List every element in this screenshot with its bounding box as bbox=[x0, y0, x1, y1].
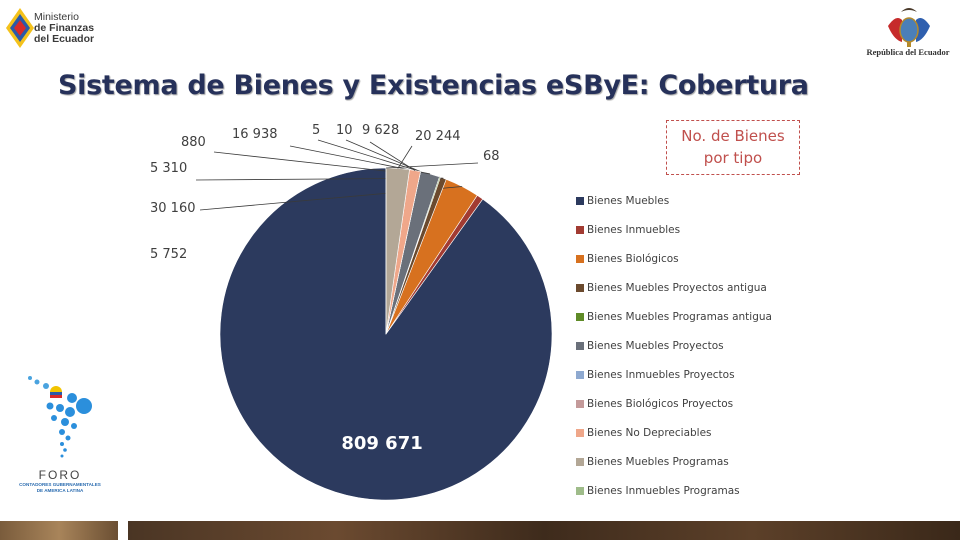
ministerio-finanzas-logo bbox=[4, 4, 114, 56]
legend-item-6: Bienes Muebles Proyectos bbox=[576, 331, 772, 360]
footer-strip-right bbox=[128, 521, 960, 540]
legend-swatch bbox=[576, 399, 584, 408]
data-label-3: 30 160 bbox=[150, 201, 196, 216]
legend-swatch bbox=[576, 254, 584, 263]
legend-swatch bbox=[576, 370, 584, 379]
chart-legend: Bienes Muebles Bienes Inmuebles Bienes Bio… bbox=[576, 186, 772, 505]
data-label-1: 809 671 bbox=[341, 433, 422, 454]
foro-logo bbox=[10, 370, 120, 505]
leader-line-10 bbox=[397, 145, 413, 169]
ministry-emblem-icon bbox=[6, 8, 34, 48]
coat-of-arms-icon bbox=[888, 8, 930, 47]
coat-of-arms-logo bbox=[866, 4, 952, 62]
slide-title: Sistema de Bienes y Existencias eSByE: C… bbox=[58, 70, 809, 101]
legend-swatch bbox=[576, 428, 584, 437]
legend-label: Bienes Muebles Programas antigua bbox=[587, 310, 772, 323]
leader-line-9 bbox=[369, 141, 416, 171]
leader-line-7 bbox=[317, 139, 421, 173]
foro-subtitle-2: DE AMERICA LATINA bbox=[36, 487, 84, 493]
legend-label: Bienes Biológicos Proyectos bbox=[587, 397, 734, 410]
legend-label: Bienes Inmuebles Programas bbox=[587, 484, 740, 497]
data-label-8: 10 bbox=[336, 123, 353, 138]
data-label-9: 9 628 bbox=[362, 123, 399, 138]
legend-label: Bienes Muebles Proyectos antigua bbox=[587, 281, 767, 294]
legend-item-5: Bienes Muebles Programas antigua bbox=[576, 302, 772, 331]
legend-label: Bienes No Depreciables bbox=[587, 426, 712, 439]
footer-strip-left bbox=[0, 521, 118, 540]
legend-label: Bienes Muebles Programas bbox=[587, 455, 729, 468]
legend-item-1: Bienes Muebles bbox=[576, 186, 772, 215]
legend-swatch bbox=[576, 457, 584, 466]
republic-label: República del Ecuador bbox=[866, 47, 950, 57]
legend-label: Bienes Muebles Proyectos bbox=[587, 339, 724, 352]
data-label-6: 16 938 bbox=[232, 127, 278, 142]
data-label-10: 20 244 bbox=[415, 129, 461, 144]
legend-swatch bbox=[576, 341, 584, 350]
legend-item-2: Bienes Inmuebles bbox=[576, 215, 772, 244]
latin-america-dots-icon bbox=[28, 376, 92, 458]
legend-swatch bbox=[576, 225, 584, 234]
foro-text: FORO CONTADORES GUBERNAMENTALES DE AMERI… bbox=[10, 468, 110, 493]
ministry-name: Ministerio de Finanzas del Ecuador bbox=[34, 11, 95, 45]
legend-label: Bienes Inmuebles bbox=[587, 223, 681, 236]
legend-item-7: Bienes Inmuebles Proyectos bbox=[576, 360, 772, 389]
legend-label: Bienes Biológicos bbox=[587, 252, 679, 265]
legend-item-10: Bienes Muebles Programas bbox=[576, 447, 772, 476]
legend-swatch bbox=[576, 486, 584, 495]
leader-line-11 bbox=[386, 162, 479, 169]
foro-subtitle-1: CONTADORES GUBERNAMENTALES bbox=[19, 482, 101, 487]
data-label-4: 5 310 bbox=[150, 161, 187, 176]
legend-title: No. de Bienes por tipo bbox=[666, 120, 800, 175]
legend-item-11: Bienes Inmuebles Programas bbox=[576, 476, 772, 505]
legend-item-4: Bienes Muebles Proyectos antigua bbox=[576, 273, 772, 302]
legend-item-8: Bienes Biológicos Proyectos bbox=[576, 389, 772, 418]
data-label-11: 68 bbox=[483, 149, 500, 164]
legend-item-9: Bienes No Depreciables bbox=[576, 418, 772, 447]
data-label-7: 5 bbox=[312, 123, 320, 138]
legend-swatch bbox=[576, 283, 584, 292]
data-label-5: 880 bbox=[181, 135, 206, 150]
data-label-2: 5 752 bbox=[150, 247, 187, 262]
legend-swatch bbox=[576, 196, 584, 205]
legend-swatch bbox=[576, 312, 584, 321]
legend-label: Bienes Inmuebles Proyectos bbox=[587, 368, 735, 381]
legend-label: Bienes Muebles bbox=[587, 194, 670, 207]
foro-name: FORO bbox=[38, 468, 82, 482]
legend-item-3: Bienes Biológicos bbox=[576, 244, 772, 273]
